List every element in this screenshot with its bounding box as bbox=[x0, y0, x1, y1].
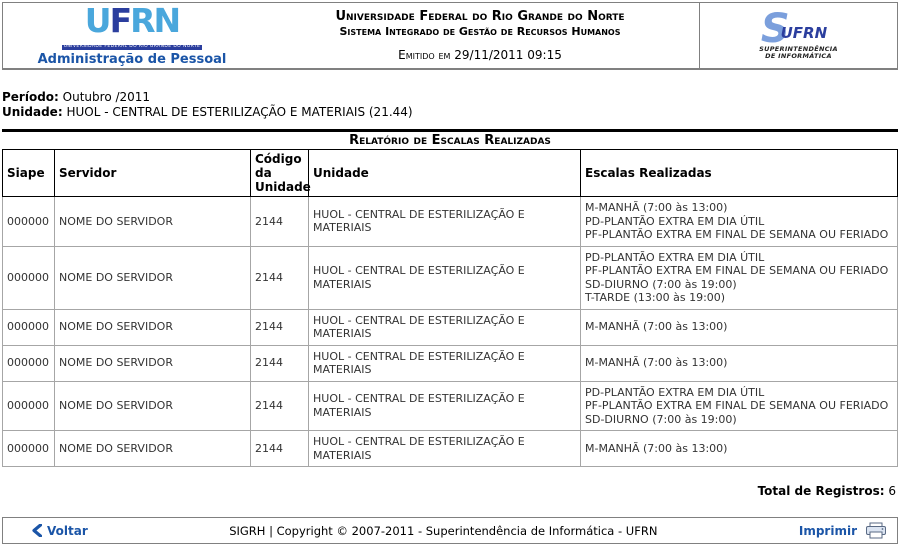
col-header-unidade: Unidade bbox=[308, 149, 581, 197]
table-row: 000000 NOME DO SERVIDOR 2144 HUOL - CENTRAL… bbox=[2, 308, 898, 346]
siape-cell: 000000 bbox=[2, 196, 55, 247]
unidade-cell: HUOL - CENTRAL DE ESTERILIZAÇÃO E MATERI… bbox=[308, 430, 581, 467]
report-meta: Período: Outubro /2011 Unidade: HUOL - C… bbox=[2, 90, 898, 120]
si-logo-s: S bbox=[760, 6, 790, 52]
siape-cell: 000000 bbox=[2, 430, 55, 467]
unit-value: HUOL - CENTRAL DE ESTERILIZAÇÃO E MATERI… bbox=[66, 105, 413, 119]
unidade-cell: HUOL - CENTRAL DE ESTERILIZAÇÃO E MATERI… bbox=[308, 245, 581, 310]
ufrn-logo-banner: UNIVERSIDADE FEDERAL DO RIO GRANDE DO NO… bbox=[61, 44, 203, 50]
escala-line: PF-PLANTÃO EXTRA EM FINAL DE SEMANA OU F… bbox=[585, 228, 889, 241]
escalas-cell: M-MANHÃ (7:00 às 13:00) bbox=[580, 308, 898, 346]
total-registros-value: 6 bbox=[888, 484, 896, 498]
col-header-servidor: Servidor bbox=[54, 149, 251, 197]
escala-line: SD-DIURNO (7:00 às 19:00) bbox=[585, 277, 737, 291]
superintendencia-logo: SUFRN SUPERINTENDÊNCIA DE INFORMÁTICA bbox=[759, 9, 838, 60]
escala-line: PD-PLANTÃO EXTRA EM DIA ÚTIL bbox=[585, 250, 765, 264]
ufrn-logo: UFRN UNIVERSIDADE FEDERAL DO RIO GRANDE … bbox=[61, 4, 203, 50]
imprimir-label: Imprimir bbox=[798, 523, 857, 538]
printer-icon bbox=[866, 522, 886, 539]
codigo-unidade-cell: 2144 bbox=[250, 380, 309, 431]
escalas-cell: PD-PLANTÃO EXTRA EM DIA ÚTIL PF-PLANTÃO E… bbox=[580, 380, 898, 431]
ufrn-logo-text: UFRN bbox=[62, 4, 203, 37]
codigo-unidade-cell: 2144 bbox=[250, 430, 309, 467]
servidor-cell: NOME DO SERVIDOR bbox=[54, 196, 251, 247]
chevron-left-icon bbox=[32, 524, 42, 537]
table-row: 000000 NOME DO SERVIDOR 2144 HUOL - CENTRAL… bbox=[2, 196, 898, 247]
table-row: 000000 NOME DO SERVIDOR 2144 HUOL - CENTRAL… bbox=[2, 380, 898, 431]
col-header-codigo-unidade: Código da Unidade bbox=[250, 149, 311, 197]
servidor-cell: NOME DO SERVIDOR bbox=[54, 430, 251, 467]
footer-bar: Voltar SIGRH | Copyright © 2007-2011 - S… bbox=[2, 517, 898, 544]
col-header-siape: Siape bbox=[2, 149, 55, 197]
voltar-button[interactable]: Voltar bbox=[31, 524, 88, 538]
unit-line: Unidade: HUOL - CENTRAL DE ESTERILIZAÇÃO… bbox=[2, 105, 898, 120]
report-table: Siape Servidor Código da Unidade Unidade… bbox=[2, 149, 898, 467]
escalas-cell: PD-PLANTÃO EXTRA EM DIA ÚTIL PF-PLANTÃO E… bbox=[580, 245, 898, 310]
table-header-row: Siape Servidor Código da Unidade Unidade… bbox=[2, 149, 898, 197]
escala-line: M-MANHÃ (7:00 às 13:00) bbox=[585, 201, 728, 214]
header-center: Universidade Federal do Rio Grande do No… bbox=[261, 3, 699, 68]
servidor-cell: NOME DO SERVIDOR bbox=[54, 245, 251, 310]
footer-copyright: SIGRH | Copyright © 2007-2011 - Superint… bbox=[229, 523, 658, 538]
period-value: Outubro /2011 bbox=[62, 90, 151, 104]
table-row: 000000 NOME DO SERVIDOR 2144 HUOL - CENTRAL… bbox=[2, 245, 898, 310]
emitted-timestamp: Emitido em 29/11/2011 09:15 bbox=[398, 48, 562, 62]
escalas-cell: M-MANHÃ (7:00 às 13:00) bbox=[580, 344, 898, 382]
siape-cell: 000000 bbox=[2, 308, 55, 346]
header-left: UFRN UNIVERSIDADE FEDERAL DO RIO GRANDE … bbox=[3, 3, 261, 68]
escala-line: SD-DIURNO (7:00 às 19:00) bbox=[585, 412, 737, 426]
unidade-cell: HUOL - CENTRAL DE ESTERILIZAÇÃO E MATERI… bbox=[308, 308, 581, 346]
escala-line: PD-PLANTÃO EXTRA EM DIA ÚTIL bbox=[585, 214, 765, 228]
table-row: 000000 NOME DO SERVIDOR 2144 HUOL - CENTRAL… bbox=[2, 344, 898, 382]
ufrn-logo-rn: RN bbox=[130, 1, 181, 41]
siape-cell: 000000 bbox=[2, 245, 55, 310]
system-name: Sistema Integrado de Gestão de Recursos … bbox=[339, 25, 621, 38]
report-title: Relatório de Escalas Realizadas bbox=[349, 133, 551, 148]
servidor-cell: NOME DO SERVIDOR bbox=[54, 308, 251, 346]
header-right: SUFRN SUPERINTENDÊNCIA DE INFORMÁTICA bbox=[699, 3, 897, 68]
servidor-cell: NOME DO SERVIDOR bbox=[54, 380, 251, 431]
escala-line: M-MANHÃ (7:00 às 13:00) bbox=[585, 356, 728, 370]
escala-line: PD-PLANTÃO EXTRA EM DIA ÚTIL bbox=[585, 385, 765, 399]
voltar-label: Voltar bbox=[47, 523, 88, 538]
report-table-body: 000000 NOME DO SERVIDOR 2144 HUOL - CENTRAL… bbox=[2, 196, 898, 467]
codigo-unidade-cell: 2144 bbox=[250, 196, 309, 247]
escala-line: M-MANHÃ (7:00 às 13:00) bbox=[585, 320, 728, 334]
si-caption-line1: SUPERINTENDÊNCIA bbox=[759, 45, 838, 53]
unidade-cell: HUOL - CENTRAL DE ESTERILIZAÇÃO E MATERI… bbox=[308, 344, 581, 382]
total-registros: Total de Registros: 6 bbox=[2, 484, 898, 498]
divider-rule bbox=[2, 129, 898, 132]
si-logo-ufrn: UFRN bbox=[780, 24, 828, 42]
escala-line: T-TARDE (13:00 às 19:00) bbox=[585, 291, 726, 304]
imprimir-button[interactable]: Imprimir bbox=[799, 522, 887, 539]
report-header: UFRN UNIVERSIDADE FEDERAL DO RIO GRANDE … bbox=[2, 2, 898, 70]
servidor-cell: NOME DO SERVIDOR bbox=[54, 344, 251, 382]
escalas-cell: M-MANHÃ (7:00 às 13:00) PD-PLANTÃO EXTRA … bbox=[580, 196, 898, 247]
university-name: Universidade Federal do Rio Grande do No… bbox=[335, 9, 625, 24]
total-registros-label: Total de Registros: bbox=[757, 484, 885, 498]
si-logo-mark: SUFRN bbox=[761, 9, 836, 49]
ufrn-logo-u: U bbox=[84, 1, 112, 41]
escala-line: PF-PLANTÃO EXTRA EM FINAL DE SEMANA OU F… bbox=[585, 399, 889, 412]
col-header-escalas: Escalas Realizadas bbox=[580, 149, 898, 197]
siape-cell: 000000 bbox=[2, 344, 55, 382]
period-line: Período: Outubro /2011 bbox=[2, 90, 898, 105]
si-caption-line2: DE INFORMÁTICA bbox=[765, 51, 832, 60]
codigo-unidade-cell: 2144 bbox=[250, 344, 309, 382]
escala-line: M-MANHÃ (7:00 às 13:00) bbox=[585, 441, 728, 455]
codigo-unidade-cell: 2144 bbox=[250, 308, 309, 346]
escala-line: PF-PLANTÃO EXTRA EM FINAL DE SEMANA OU F… bbox=[585, 264, 889, 277]
period-label: Período: bbox=[2, 90, 59, 104]
unidade-cell: HUOL - CENTRAL DE ESTERILIZAÇÃO E MATERI… bbox=[308, 196, 581, 247]
administracao-pessoal-link[interactable]: Administração de Pessoal bbox=[37, 51, 227, 67]
table-row: 000000 NOME DO SERVIDOR 2144 HUOL - CENTRAL… bbox=[2, 430, 898, 467]
siape-cell: 000000 bbox=[2, 380, 55, 431]
unidade-cell: HUOL - CENTRAL DE ESTERILIZAÇÃO E MATERI… bbox=[308, 380, 581, 431]
escalas-cell: M-MANHÃ (7:00 às 13:00) bbox=[580, 430, 898, 467]
codigo-unidade-cell: 2144 bbox=[250, 245, 309, 310]
unit-label: Unidade: bbox=[2, 105, 63, 119]
ufrn-logo-f: F bbox=[109, 1, 133, 41]
